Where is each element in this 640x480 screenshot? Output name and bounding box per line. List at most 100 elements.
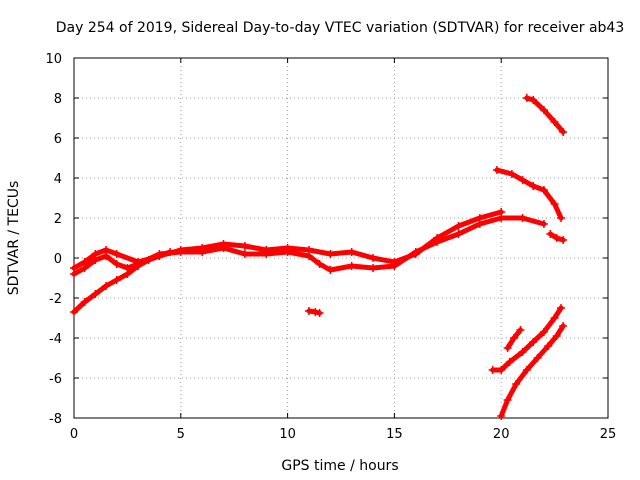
data-point: [475, 220, 484, 228]
data-point: [91, 290, 100, 298]
data-point: [557, 304, 566, 312]
data-point: [497, 412, 506, 420]
data-point: [507, 170, 516, 178]
y-tick-label: 4: [54, 172, 62, 187]
y-tick-label: -6: [49, 372, 62, 387]
x-tick-label: 15: [386, 427, 403, 442]
data-point: [529, 182, 538, 190]
y-axis-label: SDTVAR / TECUs: [6, 181, 22, 296]
series-track-late-8: [522, 94, 568, 136]
data-point: [539, 220, 548, 228]
axis-layer: [73, 57, 609, 419]
data-layer: [70, 94, 568, 420]
y-tick-label: -2: [49, 292, 62, 307]
data-point: [454, 230, 463, 238]
data-point: [559, 128, 568, 136]
data-point: [155, 252, 164, 260]
series-trace: [490, 305, 564, 373]
data-point: [240, 242, 249, 250]
data-point: [347, 248, 356, 256]
data-point: [516, 326, 525, 334]
data-point: [503, 396, 512, 404]
x-tick-label: 10: [279, 427, 296, 442]
data-point: [539, 328, 548, 336]
data-point: [529, 96, 538, 104]
series-track-neg-b: [488, 304, 566, 374]
data-point: [550, 118, 559, 126]
x-tick-label: 25: [600, 427, 617, 442]
data-point: [503, 344, 512, 352]
data-point: [550, 314, 559, 322]
x-tick-label: 5: [177, 427, 185, 442]
data-point: [518, 348, 527, 356]
data-point: [497, 366, 506, 374]
data-point: [144, 256, 153, 264]
y-tick-label: 8: [54, 92, 62, 107]
data-point: [369, 254, 378, 262]
data-point: [304, 307, 313, 315]
data-point: [262, 250, 271, 258]
data-point: [369, 264, 378, 272]
y-tick-label: 6: [54, 132, 62, 147]
data-point: [552, 234, 561, 242]
y-tick-label: -4: [49, 332, 62, 347]
chart-title: Day 254 of 2019, Sidereal Day-to-day VTE…: [56, 20, 625, 36]
data-point: [411, 248, 420, 256]
data-point: [198, 248, 207, 256]
data-point: [315, 260, 324, 268]
data-point: [166, 248, 175, 256]
data-point: [454, 222, 463, 230]
y-tick-label: -8: [49, 412, 62, 427]
series-track-rising: [70, 248, 175, 316]
data-point: [326, 250, 335, 258]
data-point: [315, 309, 324, 317]
data-point: [80, 298, 89, 306]
data-point: [497, 214, 506, 222]
data-point: [311, 308, 320, 316]
data-point: [91, 256, 100, 264]
data-point: [544, 342, 553, 350]
data-point: [70, 270, 78, 278]
data-point: [102, 252, 111, 260]
data-point: [510, 334, 519, 342]
data-point: [102, 282, 111, 290]
data-point: [550, 200, 559, 208]
series-track-short: [304, 307, 324, 317]
data-point: [326, 266, 335, 274]
data-point: [518, 214, 527, 222]
data-point: [557, 214, 566, 222]
x-axis-label: GPS time / hours: [281, 458, 398, 474]
x-tick-label: 0: [70, 427, 78, 442]
data-point: [70, 308, 78, 316]
data-point: [533, 354, 542, 362]
data-point: [492, 166, 501, 174]
data-point: [283, 248, 292, 256]
data-point: [539, 186, 548, 194]
data-point: [552, 332, 561, 340]
y-tick-label: 10: [45, 52, 62, 67]
data-point: [559, 322, 568, 330]
data-point: [112, 260, 121, 268]
series-track-main-lower: [70, 214, 548, 278]
data-point: [539, 106, 548, 114]
series-track-late-4: [492, 166, 566, 222]
y-tick-label: 2: [54, 212, 62, 227]
data-point: [512, 380, 521, 388]
data-point: [304, 252, 313, 260]
series-track-late-1: [546, 230, 568, 244]
series-track-neg-c: [497, 322, 568, 420]
data-point: [546, 230, 555, 238]
data-point: [112, 276, 121, 284]
data-point: [559, 236, 568, 244]
data-point: [134, 262, 143, 270]
data-point: [488, 366, 497, 374]
data-point: [112, 250, 121, 258]
data-point: [529, 338, 538, 346]
plot-frame: [73, 57, 609, 419]
data-point: [433, 238, 442, 246]
data-point: [123, 270, 132, 278]
data-point: [390, 262, 399, 270]
data-point: [240, 250, 249, 258]
